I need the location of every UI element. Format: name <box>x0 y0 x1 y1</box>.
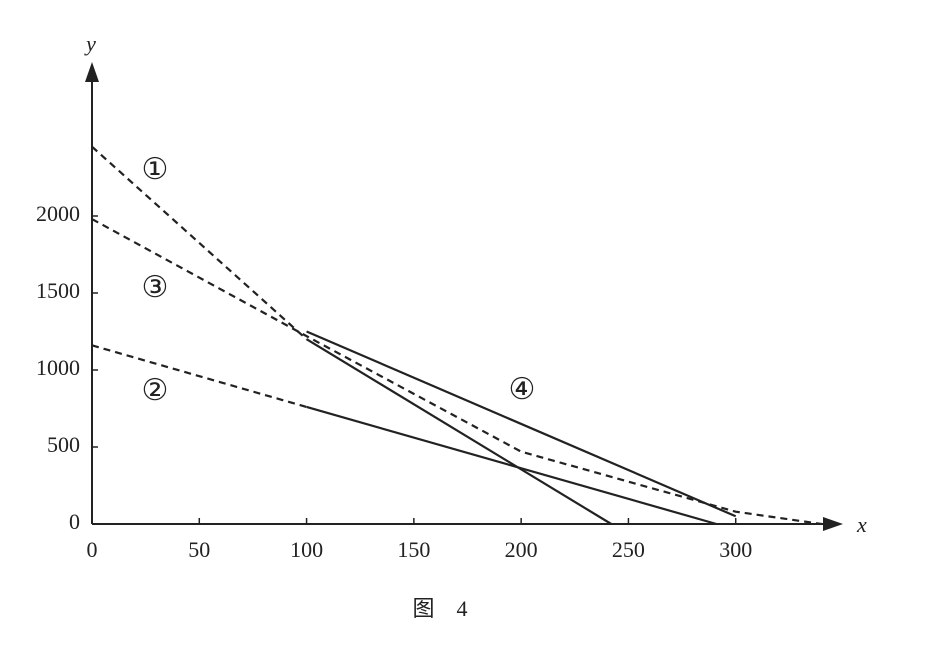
curve-dashed <box>91 344 307 409</box>
y-axis-label: y <box>84 31 96 56</box>
curve-label: ① <box>142 153 169 186</box>
y-tick-label: 1500 <box>36 278 80 303</box>
curve-dashed <box>91 145 308 341</box>
y-tick-label: 2000 <box>36 201 80 226</box>
chart-title: 图 4 <box>412 596 467 621</box>
x-axis-arrow <box>823 517 843 531</box>
curve-label: ④ <box>509 373 536 406</box>
y-axis-arrow <box>85 62 99 82</box>
curve-solid <box>306 330 737 518</box>
x-tick-label: 150 <box>397 537 430 562</box>
y-tick-label: 0 <box>69 509 80 534</box>
x-tick-label: 200 <box>505 537 538 562</box>
curve-label: ③ <box>142 271 169 304</box>
curve-solid <box>306 338 612 525</box>
x-tick-label: 0 <box>87 537 98 562</box>
y-tick-label: 500 <box>47 432 80 457</box>
curve-label: ② <box>142 374 169 407</box>
x-tick-label: 100 <box>290 537 323 562</box>
curve-solid <box>306 405 717 526</box>
y-tick-label: 1000 <box>36 355 80 380</box>
x-tick-label: 300 <box>719 537 752 562</box>
x-axis-label: x <box>856 512 867 537</box>
curve-dashed <box>91 218 822 526</box>
x-tick-label: 250 <box>612 537 645 562</box>
x-tick-label: 50 <box>188 537 210 562</box>
